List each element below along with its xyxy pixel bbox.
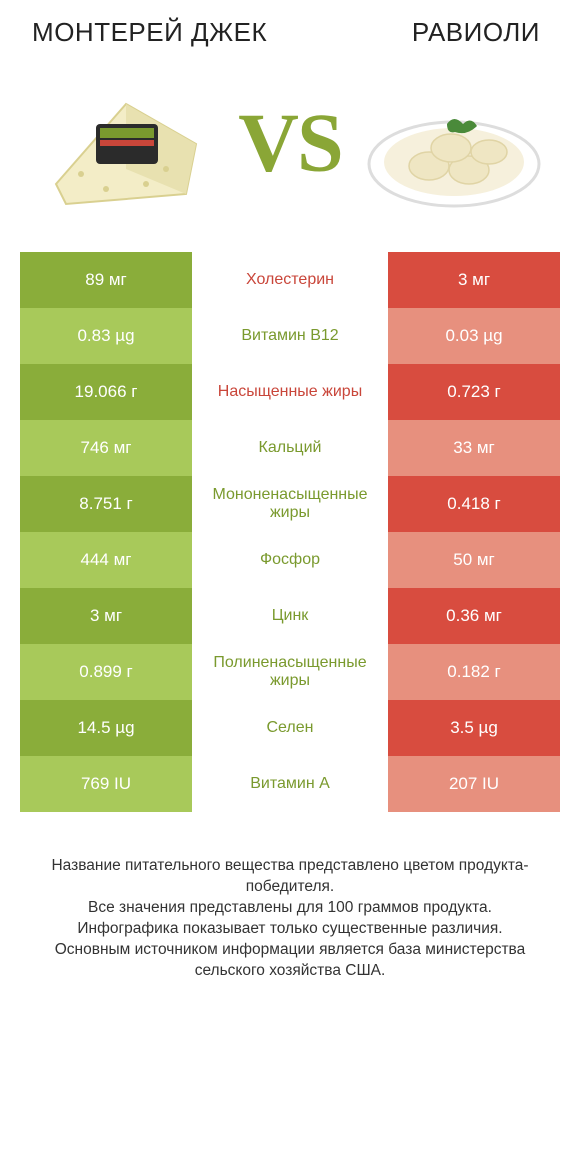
table-row: 3 мгЦинк0.36 мг [20,588,560,644]
nutrient-label: Витамин A [192,756,388,812]
value-right: 0.36 мг [388,588,560,644]
value-left: 8.751 г [20,476,192,532]
table-row: 14.5 µgСелен3.5 µg [20,700,560,756]
table-row: 746 мгКальций33 мг [20,420,560,476]
nutrient-label: Фосфор [192,532,388,588]
table-row: 0.899 гПолиненасыщенные жиры0.182 г [20,644,560,700]
footer-line: Инфографика показывает только существенн… [40,919,540,940]
nutrient-label: Холестерин [192,252,388,308]
value-left: 0.83 µg [20,308,192,364]
value-right: 0.418 г [388,476,560,532]
table-row: 89 мгХолестерин3 мг [20,252,560,308]
nutrient-label: Витамин B12 [192,308,388,364]
title-left: МОНТЕРЕЙ ДЖЕК [30,18,269,48]
value-right: 207 IU [388,756,560,812]
footer: Название питательного вещества представл… [20,856,560,982]
nutrient-label: Цинк [192,588,388,644]
value-left: 89 мг [20,252,192,308]
value-right: 50 мг [388,532,560,588]
vs-text: VS [238,95,341,192]
value-right: 0.03 µg [388,308,560,364]
hero: VS [20,54,560,244]
value-left: 769 IU [20,756,192,812]
value-right: 33 мг [388,420,560,476]
monterey-jack-image [26,69,226,229]
title-right: РАВИОЛИ [311,18,550,48]
value-left: 0.899 г [20,644,192,700]
value-left: 746 мг [20,420,192,476]
value-right: 3 мг [388,252,560,308]
nutrient-label: Мононенасыщенные жиры [192,476,388,532]
table-row: 19.066 гНасыщенные жиры0.723 г [20,364,560,420]
value-right: 3.5 µg [388,700,560,756]
table-row: 769 IUВитамин A207 IU [20,756,560,812]
footer-line: Основным источником информации является … [40,940,540,982]
nutrient-label: Селен [192,700,388,756]
footer-line: Все значения представлены для 100 граммо… [40,898,540,919]
value-left: 19.066 г [20,364,192,420]
table-row: 8.751 гМононенасыщенные жиры0.418 г [20,476,560,532]
value-left: 3 мг [20,588,192,644]
ravioli-image [354,69,554,229]
nutrient-label: Полиненасыщенные жиры [192,644,388,700]
value-left: 444 мг [20,532,192,588]
value-right: 0.182 г [388,644,560,700]
value-left: 14.5 µg [20,700,192,756]
table-row: 444 мгФосфор50 мг [20,532,560,588]
nutrient-label: Кальций [192,420,388,476]
table-row: 0.83 µgВитамин B120.03 µg [20,308,560,364]
comparison-table: 89 мгХолестерин3 мг0.83 µgВитамин B120.0… [20,252,560,812]
titles-row: МОНТЕРЕЙ ДЖЕК РАВИОЛИ [20,18,560,54]
footer-line: Название питательного вещества представл… [40,856,540,898]
nutrient-label: Насыщенные жиры [192,364,388,420]
value-right: 0.723 г [388,364,560,420]
